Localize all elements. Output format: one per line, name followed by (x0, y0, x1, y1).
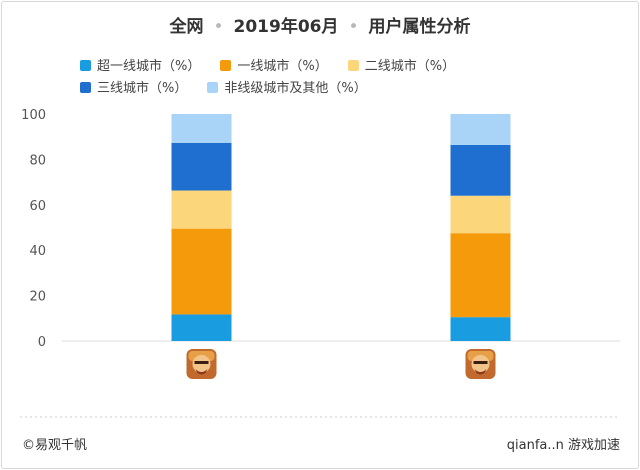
watermark-text: qianfa..n 游戏加速 (506, 438, 620, 453)
legend-swatch (80, 60, 91, 71)
bar-segment (171, 314, 232, 341)
legend-item[interactable]: 三线城市（%） (80, 78, 187, 100)
legend-label: 二线城市（%） (364, 59, 456, 74)
bar-segment (171, 228, 232, 315)
bar-segment (450, 233, 511, 318)
title-separator: • (213, 17, 224, 37)
legend-label: 一线城市（%） (237, 59, 328, 74)
bar-segment (450, 195, 511, 234)
legend-label: 超一线城市（%） (97, 59, 201, 74)
y-tick-label: 80 (29, 153, 46, 168)
chart-title: 全网 • 2019年06月 • 用户属性分析 (0, 12, 640, 37)
legend-label: 三线城市（%） (97, 81, 188, 96)
bar-segment (450, 317, 511, 341)
bar-segment (171, 142, 232, 191)
bar-segment (450, 114, 511, 145)
title-date: 2019年06月 (233, 17, 339, 37)
y-tick-label: 60 (29, 199, 46, 214)
legend-swatch (80, 82, 91, 93)
clash-of-clans-icon (465, 349, 496, 379)
source-label: ©易观千帆 (22, 438, 88, 453)
legend-swatch (207, 82, 219, 93)
legend-swatch (347, 60, 359, 71)
bar-segment (450, 144, 511, 196)
legend-swatch (220, 60, 232, 71)
title-separator: • (348, 17, 359, 37)
y-tick-label: 40 (29, 244, 46, 259)
y-tick-label: 0 (38, 335, 46, 350)
y-tick-label: 20 (29, 290, 46, 305)
clash-of-clans-icon (186, 349, 217, 379)
legend-item[interactable]: 超一线城市（%） (80, 56, 200, 78)
legend-item[interactable]: 二线城市（%） (347, 56, 456, 78)
legend-label: 非线级城市及其他（%） (224, 81, 367, 96)
title-subject: 用户属性分析 (368, 17, 471, 37)
legend-item[interactable]: 一线城市（%） (220, 56, 328, 78)
chart-legend: 超一线城市（%） 一线城市（%） 二线城市（%） 三线城市（%） 非线级城市及其他（%） (80, 56, 600, 100)
bar-segment (171, 114, 232, 143)
bar-segment (171, 190, 232, 229)
title-scope: 全网 (169, 17, 204, 37)
legend-item[interactable]: 非线级城市及其他（%） (207, 78, 367, 100)
y-tick-label: 100 (21, 108, 46, 123)
